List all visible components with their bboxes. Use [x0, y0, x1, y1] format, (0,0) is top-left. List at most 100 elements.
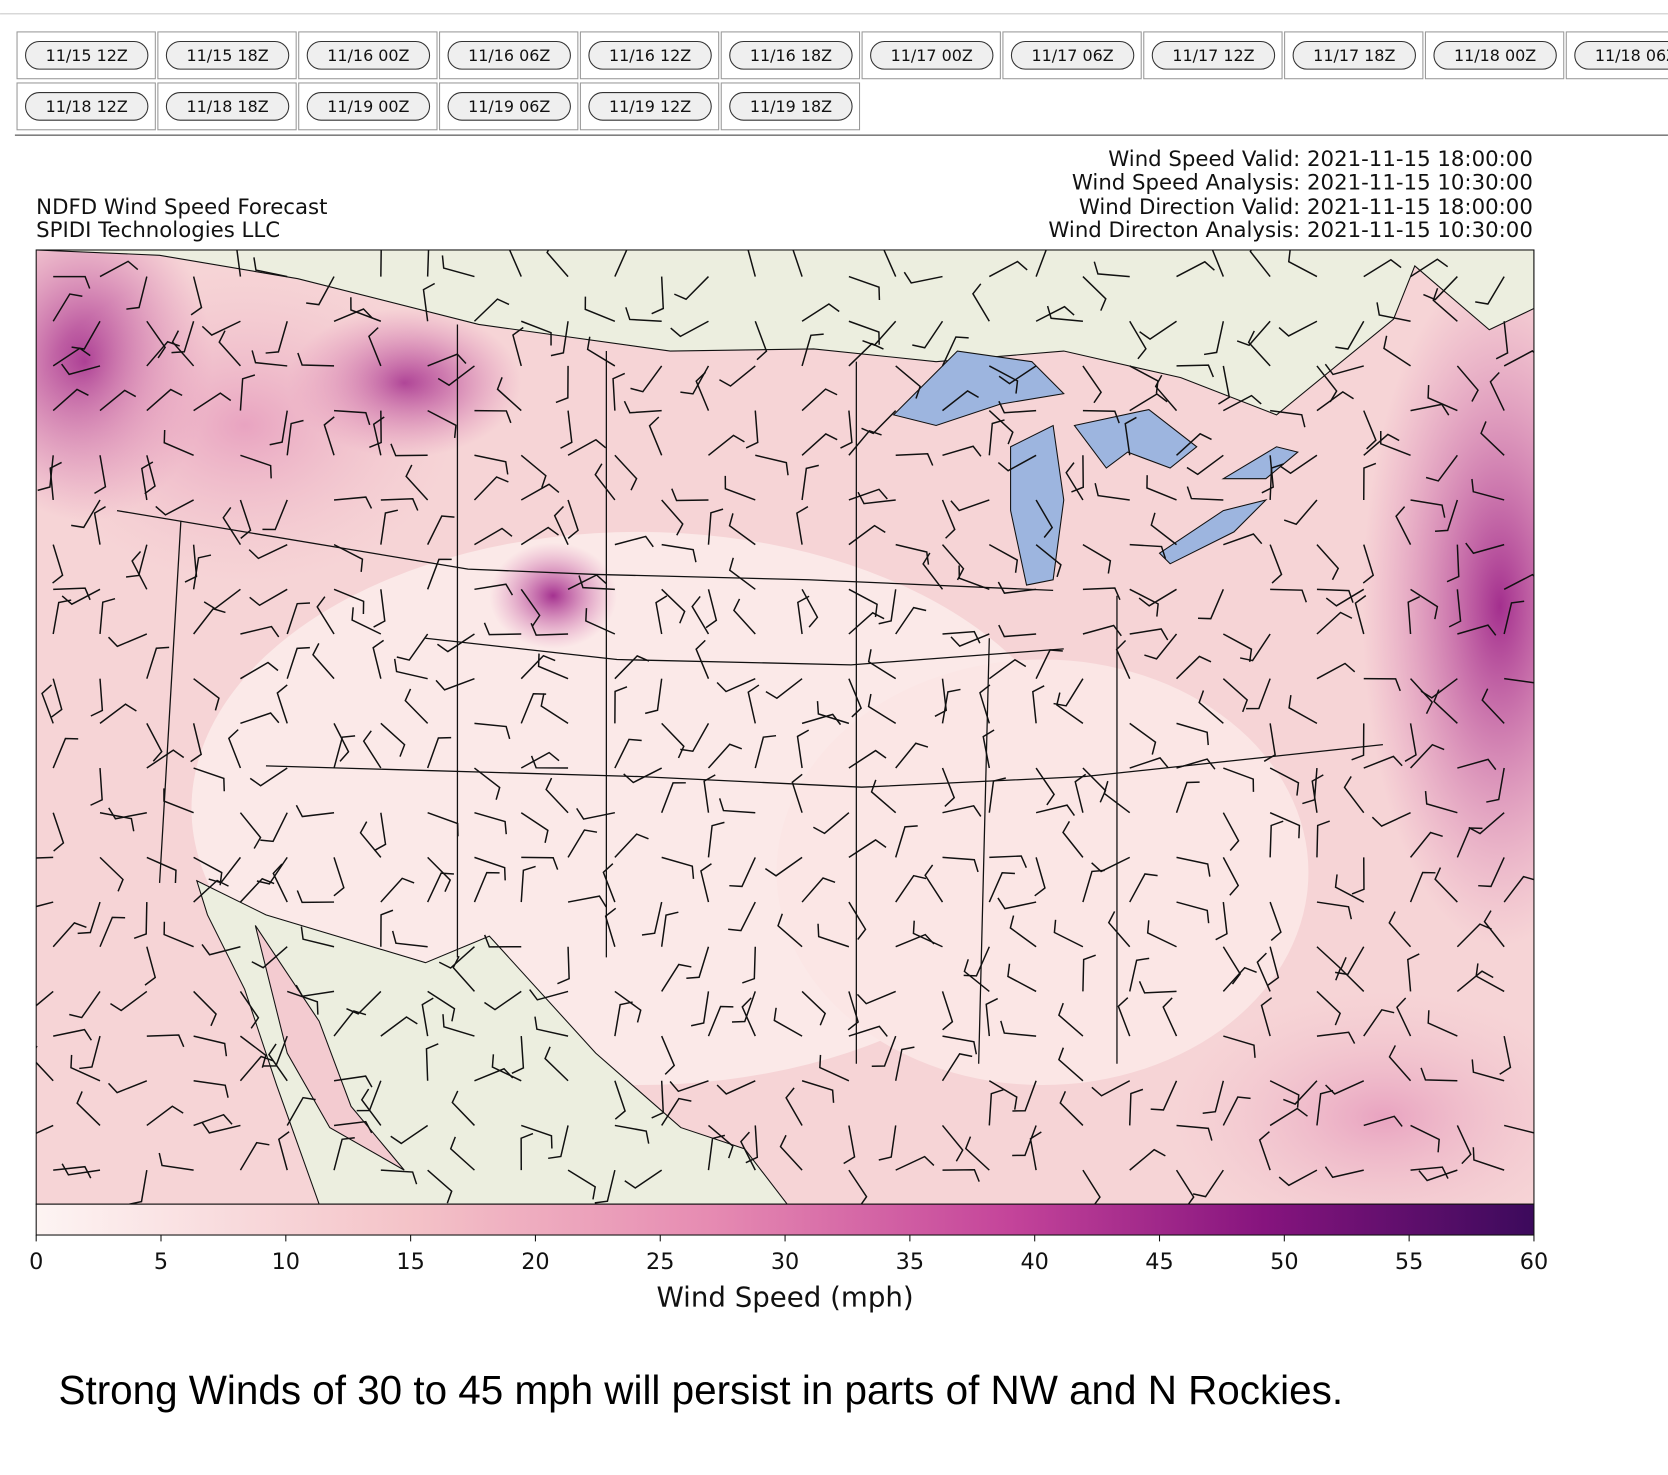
timestep-button[interactable]: 11/18 00Z [1433, 40, 1557, 70]
wind-barb [604, 907, 617, 947]
wind-barb [764, 856, 803, 877]
timestep-button[interactable]: 11/16 06Z [447, 40, 571, 70]
colorbar-tick-label: 15 [396, 1249, 424, 1275]
button-label: 11/15 18Z [186, 46, 268, 65]
wind-barb [1129, 873, 1158, 903]
wind-barb [99, 856, 124, 892]
wind-barb [1146, 920, 1177, 948]
wind-barb [295, 804, 335, 818]
timestep-button[interactable]: 11/19 18Z [729, 92, 853, 121]
timestep-button[interactable]: 11/19 00Z [306, 92, 431, 121]
wind-barb [988, 365, 1019, 394]
wind-barb [1222, 1096, 1251, 1126]
timestep-button[interactable]: 11/16 00Z [306, 40, 431, 70]
wind-barb [286, 646, 310, 679]
wind-barb [193, 678, 220, 711]
wind-barb [958, 565, 990, 591]
wind-barb [158, 1152, 194, 1171]
wind-barb [1082, 954, 1096, 992]
timestep-button[interactable]: 11/18 06Z [1574, 40, 1668, 70]
wind-barb [602, 863, 616, 903]
wind-barb [544, 1046, 569, 1082]
wind-barb [1082, 544, 1112, 574]
wind-barb [895, 543, 930, 565]
wind-barb [193, 1113, 233, 1127]
wind-barb [184, 544, 198, 583]
timestep-button[interactable]: 11/17 12Z [1151, 40, 1276, 70]
wind-barb [895, 606, 927, 635]
wind-barb [1009, 915, 1037, 948]
wind-barb [426, 872, 454, 903]
wind-barb [718, 798, 756, 814]
wind-barb [941, 991, 954, 1031]
timestep-button[interactable]: 11/16 18Z [729, 40, 853, 70]
wind-barb [426, 558, 452, 590]
wind-barb [1139, 320, 1177, 341]
wind-barb [745, 410, 759, 449]
wind-barb [99, 260, 139, 278]
wind-barb [530, 755, 569, 769]
wind-barb [1007, 963, 1037, 993]
wind-barb [546, 249, 569, 278]
wind-barb [1222, 812, 1240, 851]
wind-barb [912, 920, 943, 948]
timestep-button[interactable]: 11/18 18Z [165, 92, 290, 121]
wind-barb [1388, 1045, 1412, 1082]
wind-barb [1269, 820, 1284, 858]
timestep-button[interactable]: 11/17 06Z [1010, 40, 1135, 70]
wind-barb [567, 829, 598, 858]
timestep-button[interactable]: 11/17 18Z [1292, 40, 1416, 70]
wind-barb [1117, 997, 1131, 1037]
wind-barb [934, 678, 948, 717]
wind-barb [651, 1080, 665, 1119]
wind-barb [425, 1043, 439, 1081]
wind-barb [1489, 372, 1505, 411]
wind-barb [193, 1080, 229, 1098]
wind-barb [52, 544, 64, 584]
wind-barb [171, 330, 195, 367]
wind-barb [641, 901, 663, 936]
wind-barb [1363, 677, 1401, 692]
wind-barb [791, 773, 803, 813]
timestep-button[interactable]: 11/17 00Z [870, 40, 994, 70]
wind-barb [998, 624, 1037, 638]
wind-barb [193, 392, 232, 412]
wind-barb [1483, 910, 1505, 948]
wind-barb [1269, 767, 1300, 796]
wind-barb [437, 633, 475, 653]
wind-barb [979, 684, 991, 724]
button-label: 11/19 06Z [468, 97, 550, 116]
wind-barb [1475, 963, 1505, 993]
wind-barb [163, 788, 194, 814]
wind-barb [988, 1088, 1004, 1126]
wind-barb [817, 923, 850, 948]
timestep-button[interactable]: 11/19 12Z [588, 92, 712, 121]
wind-barb [1363, 755, 1403, 769]
wind-barb [260, 812, 288, 843]
wind-barb [333, 1010, 367, 1037]
wind-barb [1363, 433, 1400, 456]
timestep-button[interactable]: 11/16 12Z [588, 40, 712, 70]
wind-barb [1409, 831, 1443, 858]
wind-barb [391, 930, 428, 948]
wind-barb [792, 249, 803, 277]
wind-barb [1279, 454, 1318, 475]
wind-barb [277, 1131, 290, 1171]
timestep-button[interactable]: 11/18 12Z [25, 92, 149, 121]
wind-barb [380, 877, 415, 903]
wind-barb [511, 1036, 525, 1075]
wind-barb [895, 742, 929, 769]
wind-barb [1388, 911, 1412, 948]
wind-barb [99, 916, 126, 948]
wind-barb [251, 946, 288, 969]
header-line: Wind Speed Analysis: 2021-11-15 10:30:00 [1072, 170, 1533, 195]
timestep-button[interactable]: 11/15 12Z [25, 40, 149, 70]
wind-barb [942, 390, 979, 412]
wind-barb [1316, 588, 1354, 603]
wind-barb [491, 1054, 522, 1082]
wind-barb [848, 488, 888, 501]
wind-barb [61, 588, 101, 606]
timestep-button[interactable]: 11/15 18Z [165, 40, 290, 70]
wind-barb [1410, 743, 1445, 769]
timestep-button[interactable]: 11/19 06Z [447, 92, 571, 121]
